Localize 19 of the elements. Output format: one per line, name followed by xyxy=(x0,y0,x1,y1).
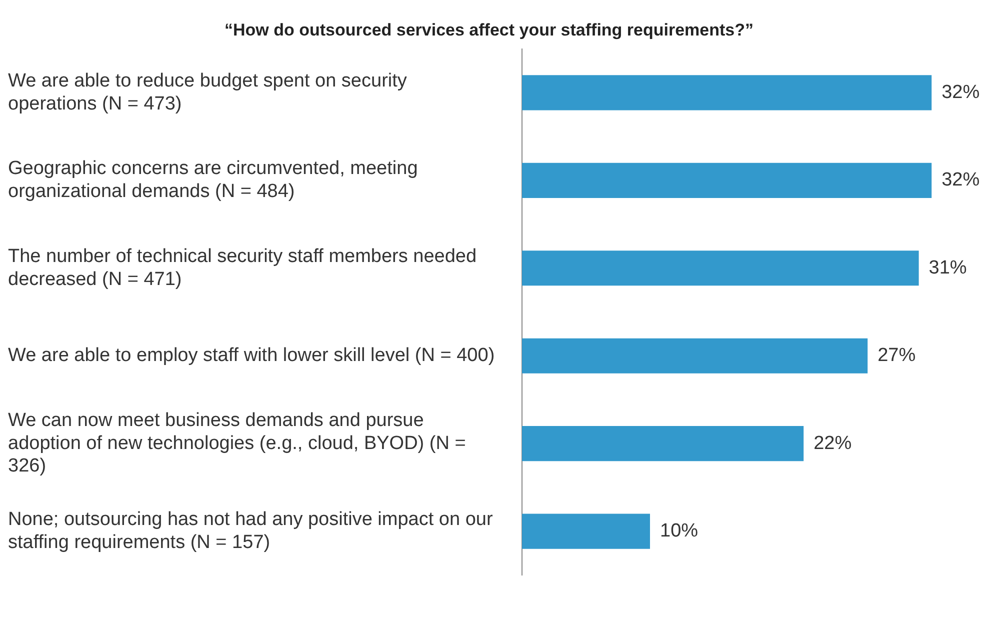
y-tick-label: We are able to reduce budget spent on security operations (N = 473) xyxy=(8,70,408,114)
data-label: 31% xyxy=(928,257,967,278)
bar xyxy=(522,75,932,110)
y-tick-label: We are able to employ staff with lower skill level (N = 400) xyxy=(8,345,495,366)
data-label: 32% xyxy=(942,170,980,191)
bar xyxy=(522,514,650,549)
data-label: 32% xyxy=(942,82,980,103)
bar xyxy=(522,162,932,198)
data-label: 22% xyxy=(814,432,852,454)
data-label: 27% xyxy=(878,345,916,366)
data-label: 10% xyxy=(660,520,698,542)
y-tick-label: We can now meet business demands and pursue adoption of new technologies (e.g., cloud, BYOD) (N = 326) xyxy=(8,410,466,477)
bar xyxy=(522,426,804,462)
chart-title: “How do outsourced services affect your staffing requirements?” xyxy=(224,20,754,40)
y-tick-label: None; outsourcing has not had any positive impact on our staffing requirements (N = 157) xyxy=(8,509,494,553)
y-tick-label: The number of technical security staff members needed decreased (N = 471) xyxy=(8,246,477,290)
y-tick-label: Geographic concerns are circumvented, meeting organizational demands (N = 484) xyxy=(8,158,418,202)
bar xyxy=(522,338,868,374)
bar xyxy=(522,250,919,286)
